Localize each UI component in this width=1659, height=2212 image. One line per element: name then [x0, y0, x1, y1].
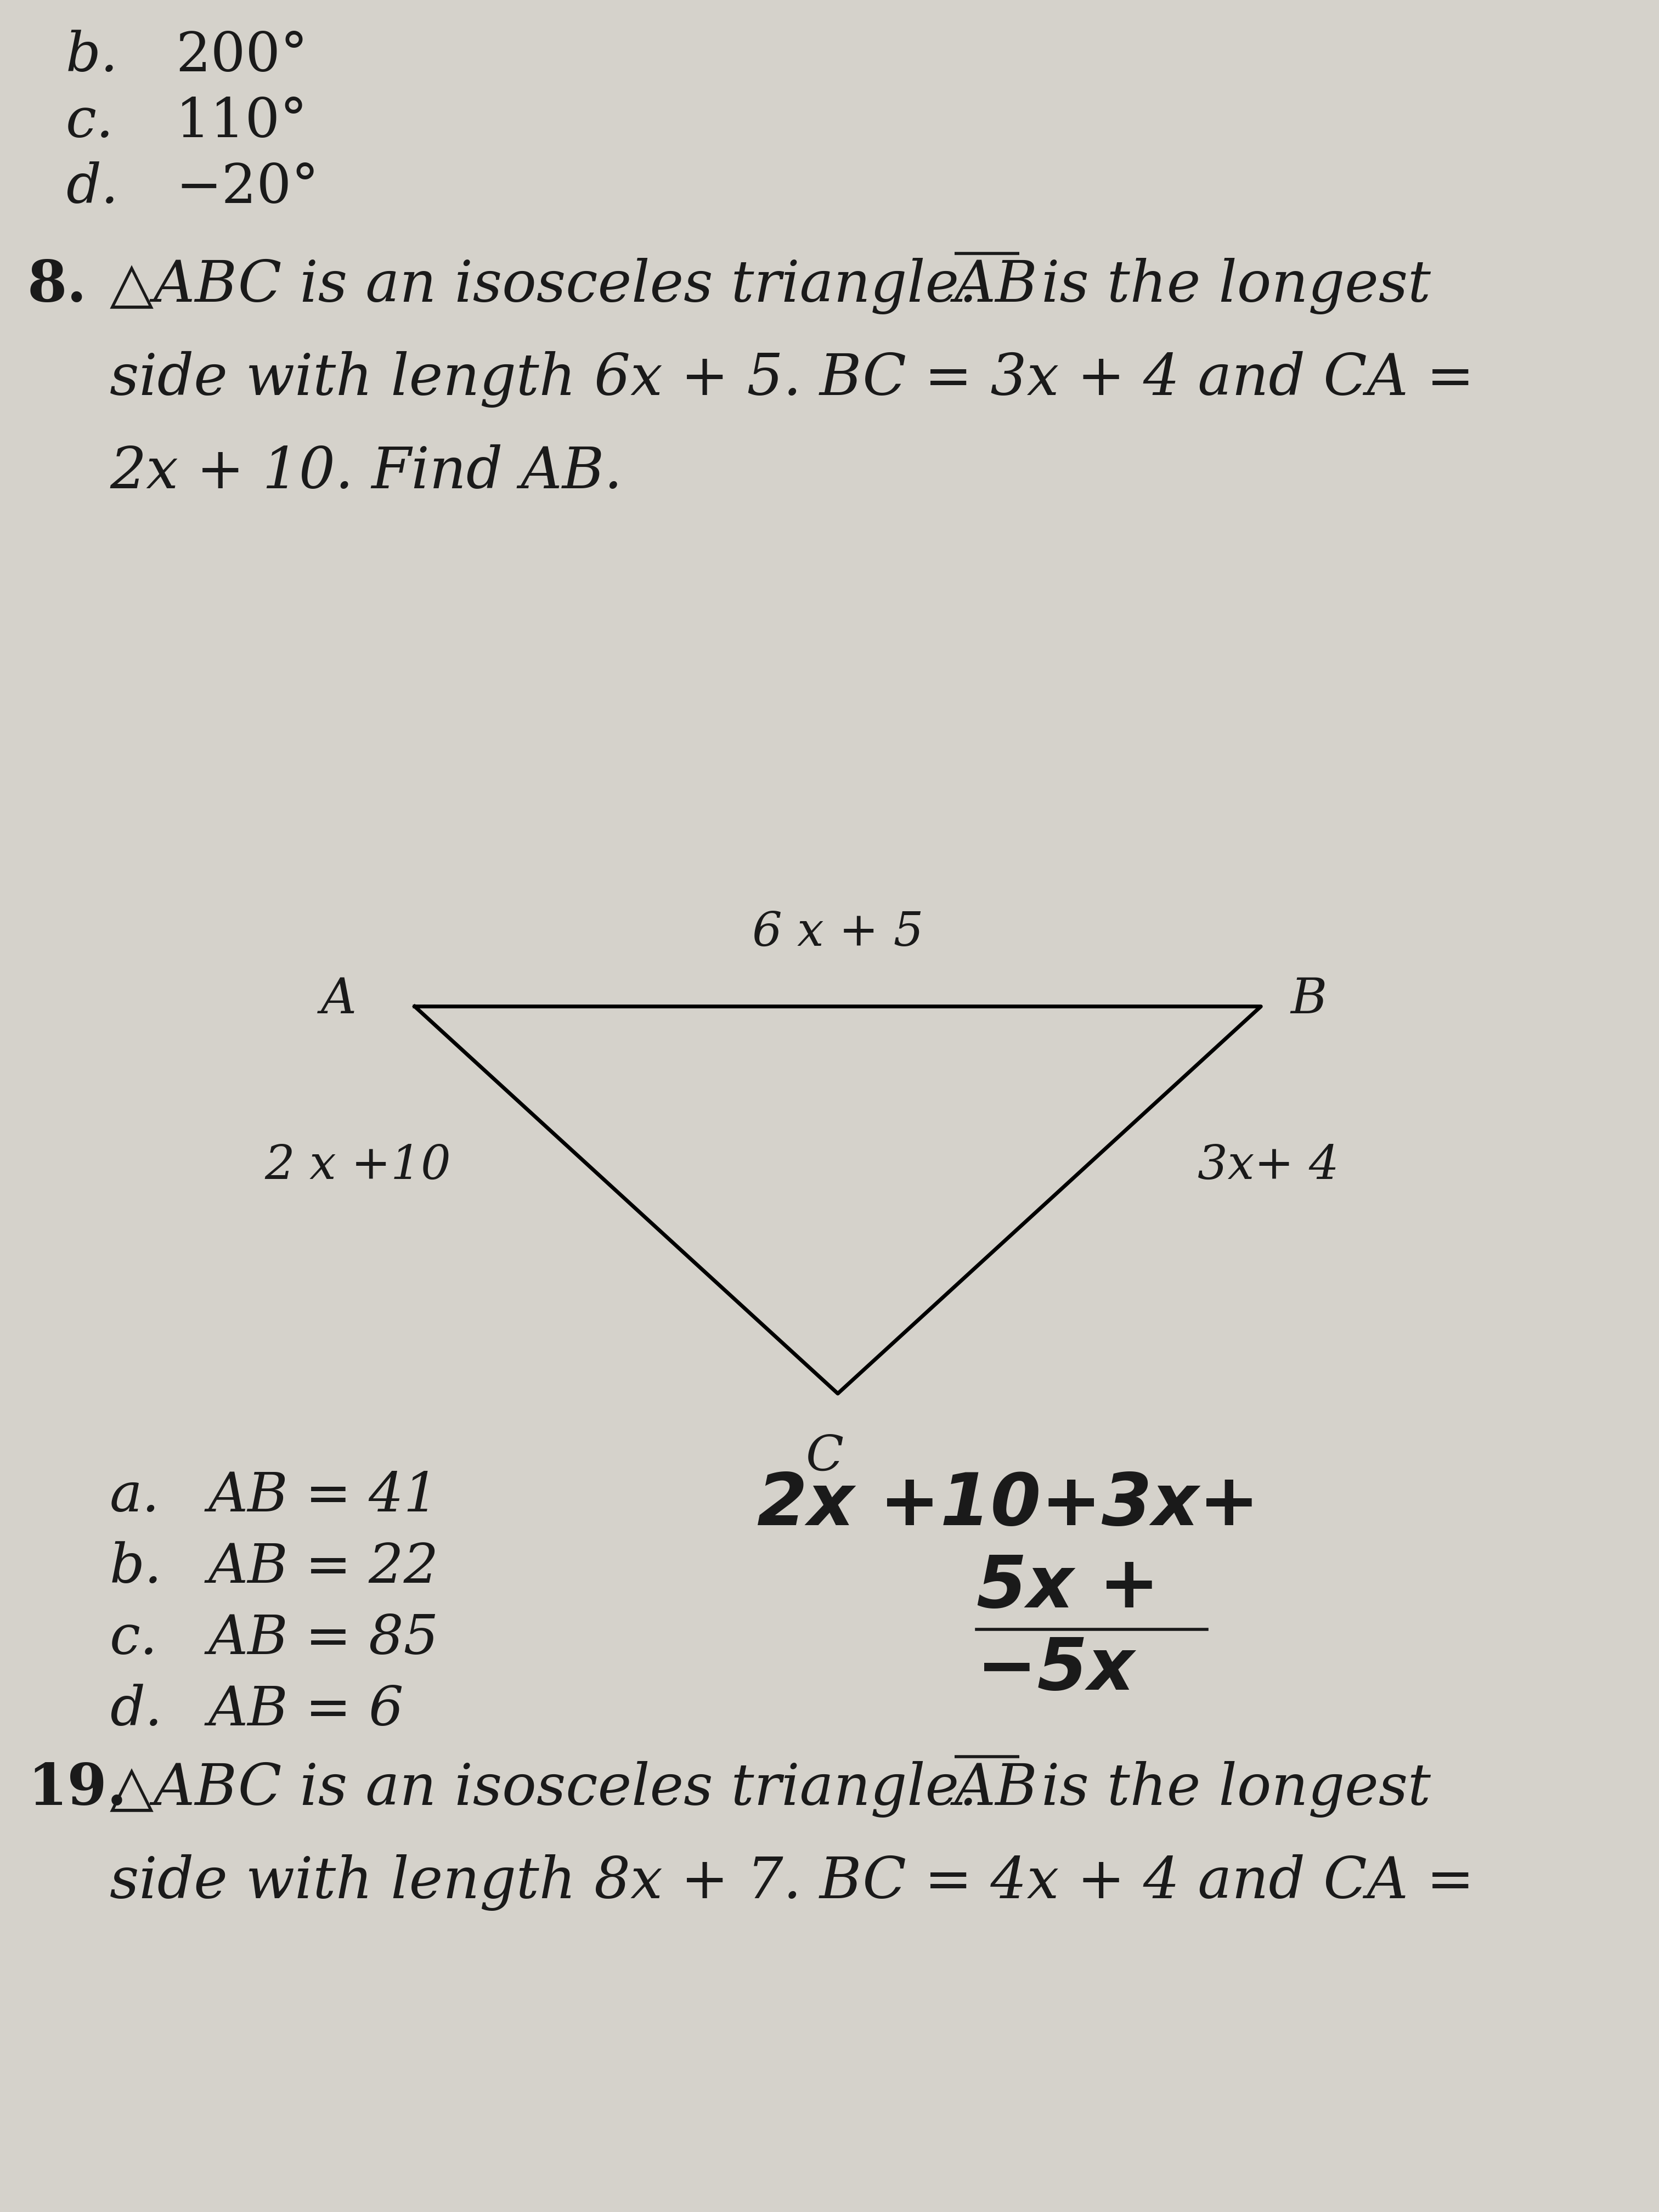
Text: 2x +10+3x+: 2x +10+3x+	[757, 1471, 1259, 1540]
Text: B: B	[1291, 975, 1327, 1024]
Text: 8.: 8.	[28, 259, 88, 314]
Text: c.: c.	[66, 95, 114, 148]
Text: AB: AB	[954, 259, 1039, 314]
Text: 110°: 110°	[176, 95, 309, 148]
Text: AB = 41: AB = 41	[209, 1471, 440, 1522]
Text: d.: d.	[109, 1683, 163, 1736]
Text: AB: AB	[954, 1761, 1039, 1816]
Text: −20°: −20°	[176, 161, 319, 215]
Text: 19.: 19.	[28, 1761, 126, 1816]
Text: is the longest: is the longest	[1024, 1761, 1430, 1818]
Text: AB = 6: AB = 6	[209, 1683, 405, 1736]
Text: d.: d.	[66, 161, 118, 215]
Text: b.: b.	[109, 1542, 163, 1595]
Text: △ABC is an isosceles triangle.: △ABC is an isosceles triangle.	[109, 1761, 995, 1818]
Text: 2 x +10: 2 x +10	[265, 1144, 451, 1188]
Text: AB = 22: AB = 22	[209, 1542, 440, 1595]
Text: 200°: 200°	[176, 31, 309, 82]
Text: C: C	[806, 1433, 843, 1482]
Text: 5x +: 5x +	[977, 1553, 1160, 1621]
Text: b.: b.	[66, 31, 118, 82]
Text: −5x: −5x	[977, 1635, 1135, 1705]
Text: AB = 85: AB = 85	[209, 1613, 440, 1666]
Text: 2x + 10. Find AB.: 2x + 10. Find AB.	[109, 445, 622, 500]
Text: side with length 8x + 7. BC = 4x + 4 and CA =: side with length 8x + 7. BC = 4x + 4 and…	[109, 1854, 1475, 1911]
Text: c.: c.	[109, 1613, 158, 1666]
Text: side with length 6x + 5. BC = 3x + 4 and CA =: side with length 6x + 5. BC = 3x + 4 and…	[109, 352, 1475, 407]
Text: 6 x + 5: 6 x + 5	[752, 909, 924, 956]
Text: 3x+ 4: 3x+ 4	[1198, 1144, 1339, 1188]
Text: a.: a.	[109, 1471, 159, 1522]
Text: △ABC is an isosceles triangle.: △ABC is an isosceles triangle.	[109, 259, 995, 314]
Text: A: A	[320, 975, 357, 1024]
Text: is the longest: is the longest	[1024, 259, 1430, 314]
